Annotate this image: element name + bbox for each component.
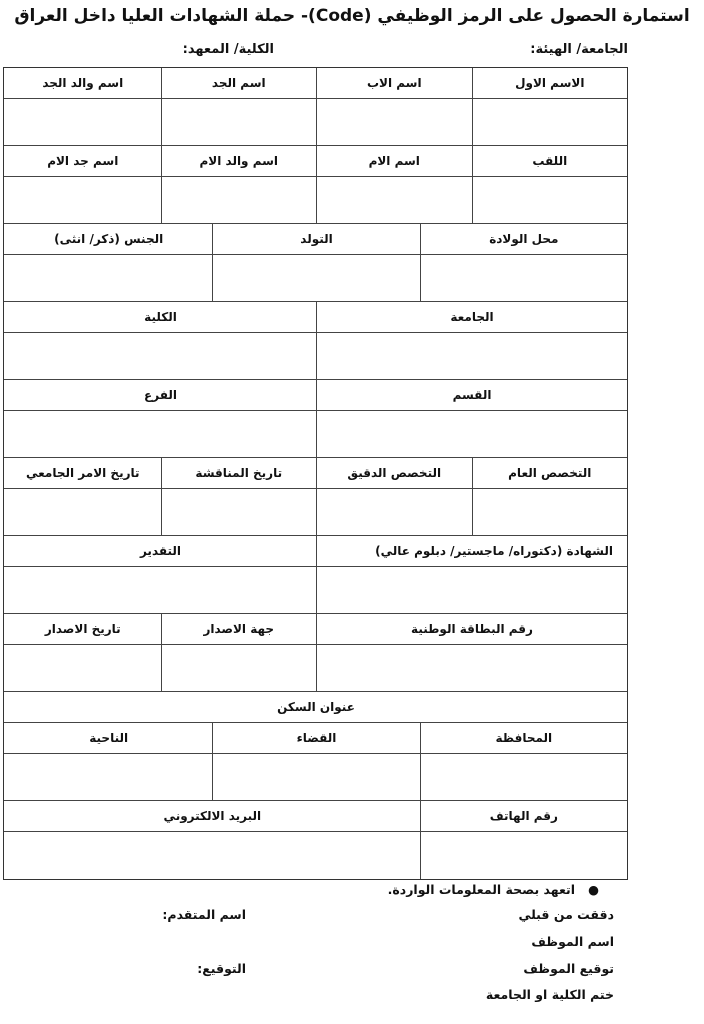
field-input-cell[interactable] [316,645,627,691]
field-input-cell[interactable] [471,489,628,535]
field-label: الجنس (ذكر/ انثى) [54,232,164,246]
page-title: استمارة الحصول على الرمز الوظيفي (Code)-… [14,6,690,26]
college-label: الكلية/ المعهد: [182,42,274,57]
form-input-row [4,255,627,302]
form-header-row: التخصص العام التخصص الدقيق تاريخ المناقشة ت… [4,458,627,489]
form-header-row: عنوان السكن [4,692,627,723]
field-input-cell[interactable] [160,489,317,535]
field-label: الكلية [144,310,177,324]
university-label: الجامعة/ الهيئة: [530,42,628,57]
field-input-cell[interactable] [419,255,627,301]
form-input-row [4,99,627,146]
field-label: الناحية [89,731,129,745]
field-label: رقم الهاتف [419,801,627,831]
field-label: اسم الام [316,146,472,176]
form-header-row: محل الولادة التولد الجنس (ذكر/ انثى) [4,224,627,255]
field-input-cell[interactable] [316,333,627,379]
field-label: عنوان السكن [277,700,355,714]
field-input-cell[interactable] [5,411,316,457]
form-header-row: الاسم الاول اسم الاب اسم الجد اسم والد الجد [4,68,627,99]
form-input-row [4,411,627,458]
form-header-row: القسم الفرع [4,380,627,411]
field-input-cell[interactable] [471,99,628,145]
field-input-cell[interactable] [5,255,212,301]
field-label: التخصص العام [471,458,628,488]
field-label: محل الولادة [419,224,627,254]
field-input-cell[interactable] [160,645,317,691]
field-input-cell[interactable] [419,832,627,879]
field-input-cell[interactable] [5,99,161,145]
field-label: الشهادة (دكتوراه/ ماجستير/ دبلوم عالي) [316,536,627,566]
pledge-text: اتعهد بصحة المعلومات الواردة. [387,882,576,897]
field-input-cell[interactable] [316,177,472,223]
form-input-row [4,754,627,801]
employee-name-label: اسم الموظف [531,934,614,949]
field-input-cell[interactable] [5,177,161,223]
field-input-cell[interactable] [212,255,419,301]
field-label: اسم والد الام [160,146,317,176]
field-input-cell[interactable] [5,489,161,535]
field-input-cell[interactable] [5,645,161,691]
field-label: اسم والد الجد [42,76,124,90]
field-input-cell[interactable] [419,754,627,800]
employee-signature-label: توقيع الموظف [523,961,614,976]
field-input-cell[interactable] [316,99,472,145]
checked-by-label: دققت من قبلي [518,907,614,922]
field-label: اسم جد الام [47,154,119,168]
stamp-label: ختم الكلية او الجامعة [485,987,614,1002]
field-input-cell[interactable] [5,754,212,800]
field-label: اسم الجد [160,68,317,98]
applicant-name-label: اسم المتقدم: [162,907,246,922]
field-input-cell[interactable] [316,411,627,457]
form-input-row [4,832,627,879]
field-label: القضاء [212,723,419,753]
form-input-row [4,489,627,536]
field-label: التخصص الدقيق [316,458,472,488]
signature-label: التوقيع: [197,961,246,976]
field-input-cell[interactable] [160,177,317,223]
application-form-table: الاسم الاول اسم الاب اسم الجد اسم والد الجد… [3,67,628,880]
field-input-cell[interactable] [5,333,316,379]
form-header-row: اللقب اسم الام اسم والد الام اسم جد الام [4,146,627,177]
form-header-row: رقم البطاقة الوطنية جهة الاصدار تاريخ الاص… [4,614,627,645]
form-input-row [4,645,627,692]
field-label: اللقب [471,146,628,176]
field-label: الجامعة [316,302,627,332]
field-input-cell[interactable] [160,99,317,145]
field-input-cell[interactable] [5,567,316,613]
field-input-cell[interactable] [5,832,420,879]
field-input-cell[interactable] [471,177,628,223]
field-label: جهة الاصدار [160,614,317,644]
pledge-item: ● اتعهد بصحة المعلومات الواردة. [388,882,599,897]
field-label: القسم [316,380,627,410]
field-label: الاسم الاول [471,68,628,98]
form-header-row: رقم الهاتف البريد الالكتروني [4,801,627,832]
field-label: المحافظة [419,723,627,753]
form-header-row: الشهادة (دكتوراه/ ماجستير/ دبلوم عالي) ال… [4,536,627,567]
form-input-row [4,177,627,224]
field-label: التقدير [139,544,182,558]
field-label: تاريخ الاصدار [44,622,121,636]
field-label: الفرع [144,388,177,402]
form-input-row [4,333,627,380]
field-label: رقم البطاقة الوطنية [316,614,627,644]
field-input-cell[interactable] [212,754,419,800]
field-input-cell[interactable] [316,489,472,535]
form-input-row [4,567,627,614]
field-label: البريد الالكتروني [163,809,262,823]
field-label: اسم الاب [316,68,472,98]
bullet-icon: ● [575,882,599,897]
field-label: تاريخ الامر الجامعي [26,466,140,480]
field-label: التولد [212,224,419,254]
field-input-cell[interactable] [316,567,627,613]
form-header-row: الجامعة الكلية [4,302,627,333]
field-label: تاريخ المناقشة [160,458,317,488]
form-header-row: المحافظة القضاء الناحية [4,723,627,754]
